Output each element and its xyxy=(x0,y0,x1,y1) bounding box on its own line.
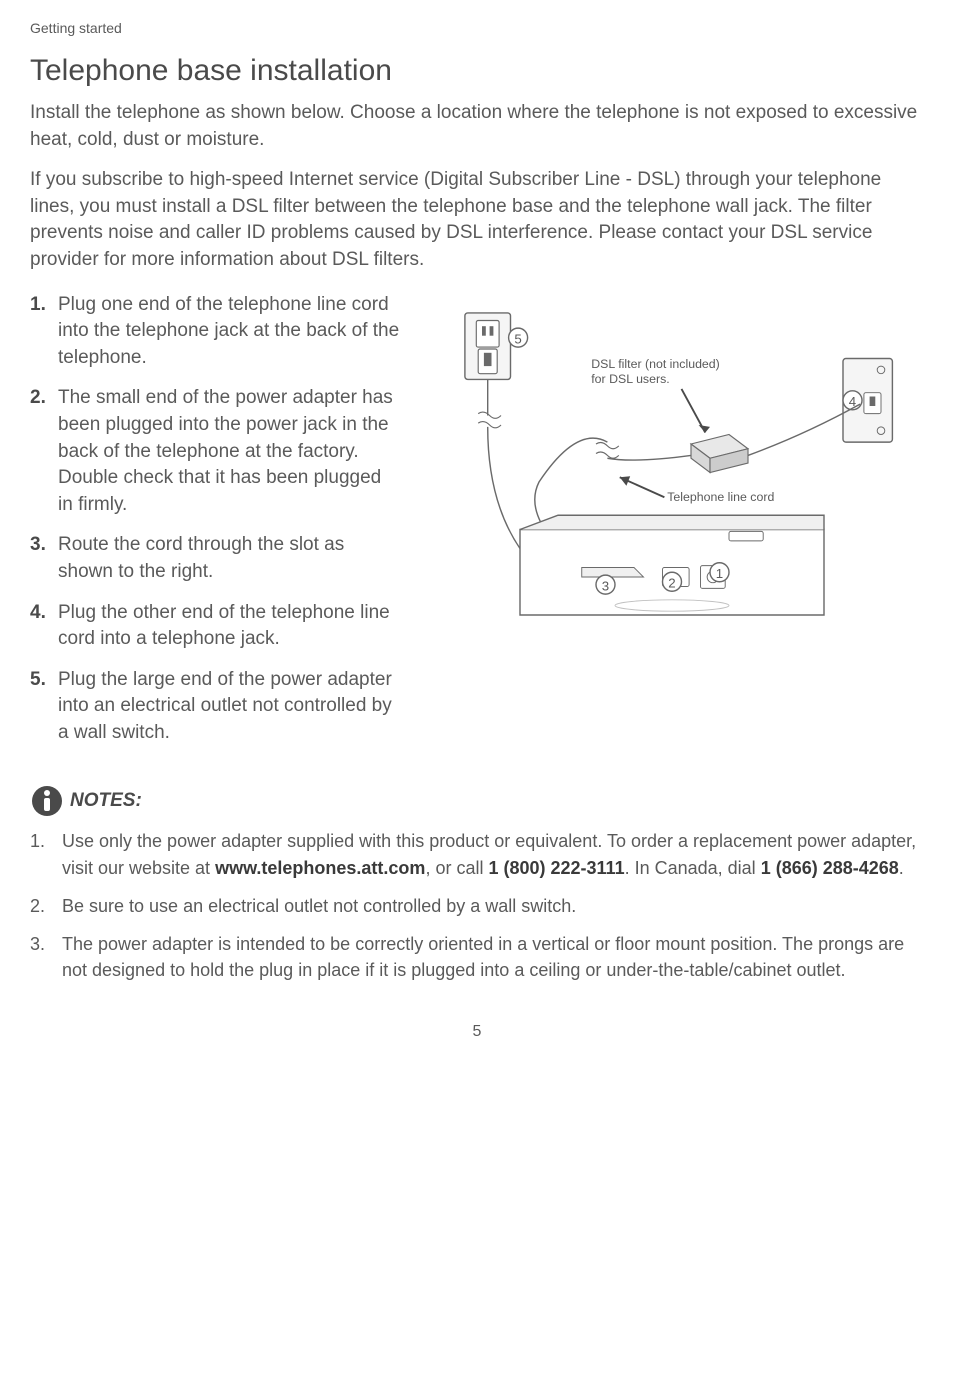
step-2: The small end of the power adapter has b… xyxy=(30,385,400,518)
cord-label: Telephone line cord xyxy=(667,490,774,504)
page-title: Telephone base installation xyxy=(30,54,924,88)
callout-5: 5 xyxy=(514,331,521,346)
diagram-column: 5 4 DSL filter (not included) for DSL us… xyxy=(420,292,924,761)
dsl-filter-icon xyxy=(691,434,748,472)
step-5: Plug the large end of the power adapter … xyxy=(30,667,400,747)
note-1-phone2: 1 (866) 288-4268 xyxy=(761,858,899,878)
step-3: Route the cord through the slot as shown… xyxy=(30,532,400,585)
callout-2: 2 xyxy=(668,575,675,590)
note-3: The power adapter is intended to be corr… xyxy=(30,931,924,983)
intro-paragraph-2: If you subscribe to high-speed Internet … xyxy=(30,167,924,273)
telephone-base-icon xyxy=(520,515,824,615)
info-icon xyxy=(30,784,64,818)
notes-list: Use only the power adapter supplied with… xyxy=(30,828,924,982)
page-number: 5 xyxy=(30,1023,924,1041)
step-1: Plug one end of the telephone line cord … xyxy=(30,292,400,372)
note-1-text-c: . In Canada, dial xyxy=(625,858,761,878)
dsl-filter-label-2: for DSL users. xyxy=(591,372,669,386)
power-outlet-icon xyxy=(465,312,511,379)
note-1: Use only the power adapter supplied with… xyxy=(30,828,924,880)
dsl-filter-label-1: DSL filter (not included) xyxy=(591,357,720,371)
step-4: Plug the other end of the telephone line… xyxy=(30,600,400,653)
note-2: Be sure to use an electrical outlet not … xyxy=(30,893,924,919)
note-1-url: www.telephones.att.com xyxy=(215,858,425,878)
content-columns: Plug one end of the telephone line cord … xyxy=(30,292,924,761)
installation-steps: Plug one end of the telephone line cord … xyxy=(30,292,400,747)
installation-diagram: 5 4 DSL filter (not included) for DSL us… xyxy=(420,292,924,672)
callout-1: 1 xyxy=(716,566,723,581)
section-header: Getting started xyxy=(30,20,924,36)
notes-header: NOTES: xyxy=(30,784,924,818)
callout-3: 3 xyxy=(602,578,609,593)
intro-paragraph-1: Install the telephone as shown below. Ch… xyxy=(30,100,924,153)
note-1-text-d: . xyxy=(899,858,904,878)
note-1-text-b: , or call xyxy=(425,858,488,878)
notes-title: NOTES: xyxy=(70,790,142,812)
dsl-arrow-head xyxy=(699,425,710,433)
steps-column: Plug one end of the telephone line cord … xyxy=(30,292,400,761)
note-1-phone1: 1 (800) 222-3111 xyxy=(488,858,624,878)
